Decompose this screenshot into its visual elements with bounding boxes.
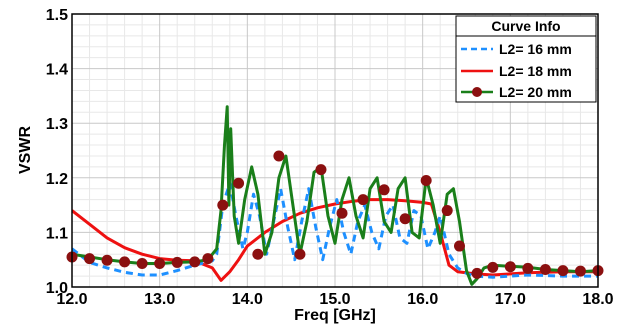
- series-marker-l2-20mm: [539, 264, 551, 276]
- series-marker-l2-20mm: [136, 258, 148, 270]
- x-tick-label: 15.0: [319, 291, 350, 308]
- legend-label-16mm: L2= 16 mm: [499, 41, 572, 57]
- y-tick-label: 1.4: [46, 62, 68, 79]
- x-tick-label: 18.0: [582, 291, 613, 308]
- series-marker-l2-20mm: [378, 184, 390, 196]
- series-marker-l2-20mm: [315, 164, 327, 176]
- series-marker-l2-20mm: [357, 194, 369, 206]
- y-tick-label: 1.2: [46, 171, 68, 188]
- series-marker-l2-20mm: [487, 261, 499, 273]
- series-marker-l2-20mm: [504, 261, 516, 273]
- marker-layer: [66, 150, 604, 279]
- y-tick-label: 1.1: [46, 225, 68, 242]
- series-marker-l2-20mm: [252, 248, 264, 260]
- series-marker-l2-20mm: [294, 248, 306, 260]
- series-marker-l2-20mm: [471, 267, 483, 279]
- series-marker-l2-20mm: [273, 150, 285, 162]
- series-marker-l2-20mm: [557, 265, 569, 277]
- legend-marker-20mm: [472, 87, 482, 97]
- legend-label-18mm: L2= 18 mm: [499, 63, 572, 79]
- y-tick-label: 1.3: [46, 116, 68, 133]
- series-marker-l2-20mm: [217, 199, 229, 211]
- series-marker-l2-20mm: [84, 253, 96, 265]
- y-tick-labels: 1.0 1.1 1.2 1.3 1.4 1.5: [46, 7, 68, 297]
- series-line-l2-16-mm: [72, 181, 598, 279]
- x-tick-label: 12.0: [56, 291, 87, 308]
- plot-border: [71, 13, 599, 288]
- x-tick-label: 13.0: [144, 291, 175, 308]
- series-marker-l2-20mm: [420, 175, 432, 187]
- series-marker-l2-20mm: [171, 256, 183, 268]
- series-marker-l2-20mm: [154, 258, 166, 270]
- x-tick-labels: 12.0 13.0 14.0 15.0 16.0 17.0 18.0: [56, 291, 613, 308]
- legend-title: Curve Info: [491, 18, 560, 34]
- series-marker-l2-20mm: [399, 213, 411, 225]
- x-tick-label: 16.0: [407, 291, 438, 308]
- series-marker-l2-20mm: [189, 256, 201, 268]
- y-axis-title: VSWR: [17, 126, 34, 174]
- series-marker-l2-20mm: [441, 205, 453, 217]
- series-marker-l2-20mm: [233, 177, 245, 189]
- x-axis-title: Freq [GHz]: [294, 307, 376, 324]
- legend-box: [455, 15, 597, 103]
- series-marker-l2-20mm: [574, 265, 586, 277]
- x-tick-label: 14.0: [232, 291, 263, 308]
- series-marker-l2-20mm: [202, 253, 214, 265]
- legend-label-20mm: L2= 20 mm: [499, 84, 572, 100]
- series-line-l2-20-mm: [72, 105, 598, 286]
- series-marker-l2-20mm: [522, 262, 534, 274]
- x-tick-label: 17.0: [495, 291, 526, 308]
- series-line-l2-18-mm: [72, 198, 598, 282]
- legend: Curve Info L2= 16 mm L2= 18 mm L2= 20 mm: [455, 15, 597, 103]
- series-marker-l2-20mm: [101, 254, 113, 266]
- y-tick-label: 1.0: [46, 280, 68, 297]
- series-marker-l2-20mm: [119, 256, 131, 268]
- series-layer: [72, 105, 598, 286]
- series-marker-l2-20mm: [453, 240, 465, 252]
- y-tick-label: 1.5: [46, 7, 68, 24]
- series-marker-l2-20mm: [336, 207, 348, 219]
